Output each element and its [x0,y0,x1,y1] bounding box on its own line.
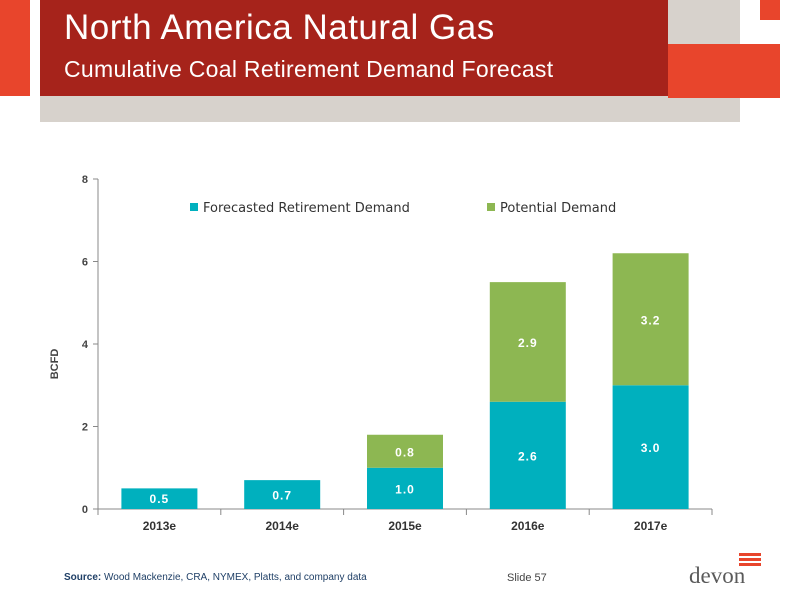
y-tick-label: 4 [82,339,89,351]
legend-swatch [190,203,198,211]
slide-number: Slide 57 [507,572,547,584]
y-tick-label: 2 [82,422,88,434]
legend-label: Forecasted Retirement Demand [203,201,410,216]
header-orange-block [668,44,780,98]
bar-segment [367,467,443,509]
data-label: 2.9 [518,336,538,350]
y-tick-label: 8 [82,174,88,186]
y-tick-label: 6 [82,257,88,269]
bar-segment [612,385,689,509]
data-label: 3.2 [641,313,661,327]
chart-legend: Forecasted Retirement Demand Potential De… [190,201,616,216]
header-red-band [40,0,668,96]
bar-segment [489,282,566,402]
logo-bar [739,553,761,556]
source-note: Source: Wood Mackenzie, CRA, NYMEX, Plat… [64,572,367,583]
x-tick-label: 2014e [266,519,300,533]
data-label: 0.7 [272,489,292,503]
x-tick-label: 2015e [388,519,422,533]
data-label: 0.8 [395,445,415,459]
logo-bar [739,558,761,561]
header-orange-corner [760,0,780,20]
bar-segment [367,434,443,468]
page-title: North America Natural Gas [64,8,495,47]
data-label: 0.5 [150,492,170,506]
devon-logo: devon [689,553,761,591]
x-tick-label: 2013e [143,519,177,533]
data-label: 3.0 [641,441,661,455]
data-label: 1.0 [395,482,415,496]
source-label: Source: [64,572,102,583]
bar-segment [244,480,321,509]
logo-text: devon [689,563,746,588]
source-text: Wood Mackenzie, CRA, NYMEX, Platts, and … [104,572,367,583]
data-label: 2.6 [518,449,538,463]
logo-bar [739,563,761,566]
bar-segment [489,401,566,509]
header-orange-accent [0,0,30,96]
y-tick-label: 0 [82,504,88,516]
bar-segment [612,253,689,386]
chart-bars: 0.5 0.7 1.0 0.8 2.6 2.9 3.0 3.2 [121,253,689,509]
legend-label: Potential Demand [500,201,616,216]
x-tick-label: 2017e [634,519,668,533]
bar-segment [121,488,198,509]
x-tick-label: 2016e [511,519,545,533]
y-axis-label: BCFD [49,349,61,380]
page-subtitle: Cumulative Coal Retirement Demand Foreca… [64,56,554,82]
legend-swatch [487,203,495,211]
